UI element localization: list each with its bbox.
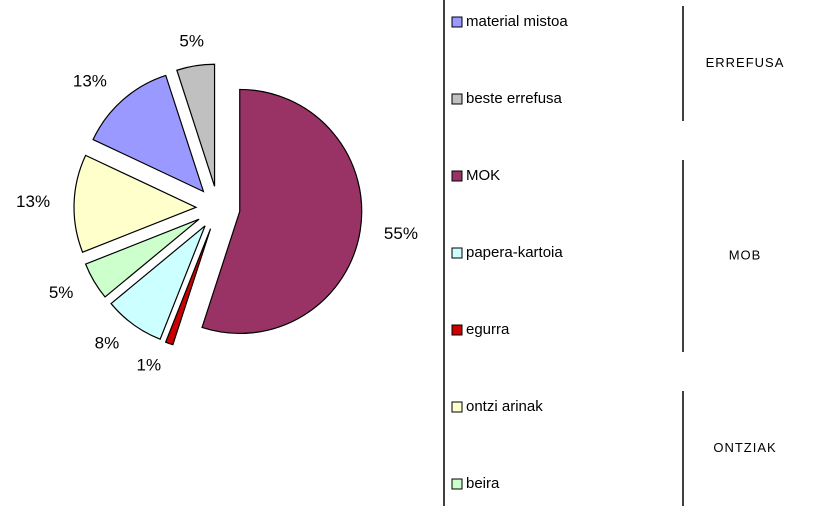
pie-slice bbox=[84, 218, 200, 298]
pie-slice bbox=[164, 228, 212, 346]
slice-label: 1% bbox=[137, 356, 162, 375]
pie-slice bbox=[110, 225, 206, 341]
group-title: ONTZIAK bbox=[713, 440, 776, 455]
legend-swatch bbox=[451, 93, 463, 105]
slice-label: 13% bbox=[16, 192, 50, 211]
pie-slice bbox=[176, 63, 216, 187]
legend-swatch bbox=[451, 401, 463, 413]
legend-swatch bbox=[451, 170, 463, 182]
pie-slice bbox=[92, 74, 205, 193]
legend-entry: ontzi arinak bbox=[466, 398, 543, 415]
group-title: MOB bbox=[729, 247, 762, 262]
legend-entry: beste errefusa bbox=[466, 90, 563, 107]
legend-swatch bbox=[451, 16, 463, 28]
legend-entry: MOK bbox=[466, 167, 500, 184]
slice-label: 5% bbox=[179, 32, 204, 51]
legend-swatch bbox=[451, 324, 463, 336]
legend-entry: beira bbox=[466, 475, 500, 492]
slice-label: 5% bbox=[49, 283, 74, 302]
pie-slice bbox=[201, 88, 363, 335]
group-title: ERREFUSA bbox=[706, 55, 785, 70]
slice-label: 8% bbox=[95, 333, 120, 352]
legend-swatch bbox=[451, 247, 463, 259]
legend-entry: papera-kartoia bbox=[466, 244, 563, 261]
legend-entry: material mistoa bbox=[466, 13, 568, 30]
slice-label: 55% bbox=[384, 224, 418, 243]
slice-label: 13% bbox=[73, 71, 107, 90]
pie-slice bbox=[73, 154, 198, 253]
legend-entry: egurra bbox=[466, 321, 510, 338]
legend-swatch bbox=[451, 478, 463, 490]
